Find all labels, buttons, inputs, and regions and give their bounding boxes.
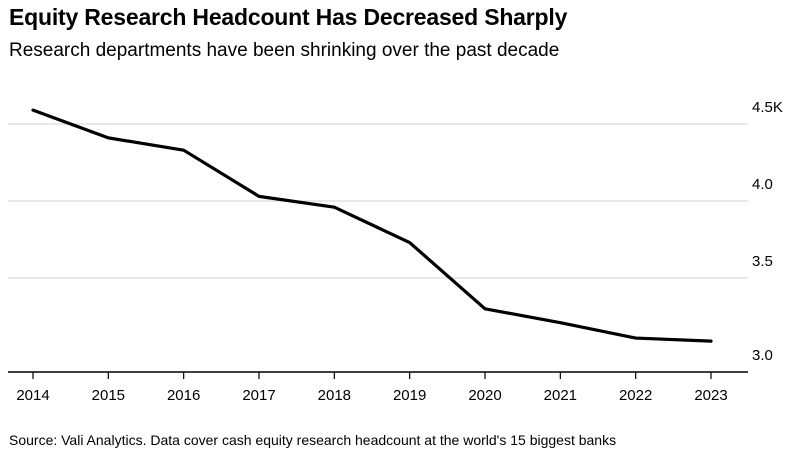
y-axis-labels: 3.0 3.5 4.0 4.5K — [752, 99, 783, 364]
source-note: Source: Vali Analytics. Data cover cash … — [9, 432, 617, 448]
x-tick-label: 2018 — [318, 387, 351, 404]
series-line — [31, 108, 713, 343]
y-tick-label: 3.0 — [752, 347, 773, 364]
y-tick-label: 3.5 — [752, 253, 773, 270]
x-tick-label: 2016 — [167, 387, 200, 404]
y-tick-label: 4.0 — [752, 176, 773, 193]
x-tick-label: 2015 — [92, 387, 125, 404]
x-tick-label: 2019 — [393, 387, 426, 404]
x-tick-label: 2021 — [544, 387, 577, 404]
x-tick-label: 2017 — [242, 387, 275, 404]
chart-subtitle: Research departments have been shrinking… — [9, 40, 560, 61]
series-layer — [31, 108, 713, 343]
x-axis — [8, 371, 748, 379]
x-tick-label: 2023 — [694, 387, 727, 404]
chart-title: Equity Research Headcount Has Decreased … — [9, 4, 568, 30]
gridlines — [8, 123, 748, 279]
x-tick-label: 2020 — [468, 387, 501, 404]
y-tick-label: 4.5K — [752, 99, 783, 116]
x-tick-label: 2022 — [619, 387, 652, 404]
x-tick-label: 2014 — [16, 387, 49, 404]
x-axis-labels: 2014 2015 2016 2017 2018 2019 2020 2021 2022 2023 — [16, 387, 727, 404]
